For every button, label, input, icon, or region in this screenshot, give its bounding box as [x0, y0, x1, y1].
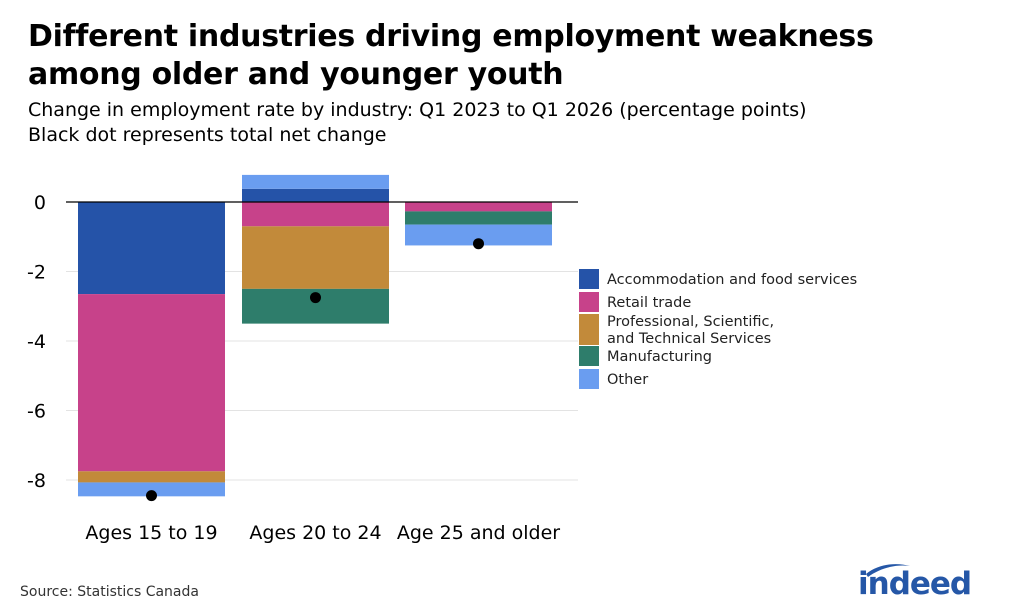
bar-segment	[78, 294, 225, 472]
legend-swatch	[579, 269, 599, 289]
net-change-dots	[146, 238, 484, 502]
legend-label: Other	[607, 372, 648, 388]
source-note: Source: Statistics Canada	[20, 584, 199, 600]
legend-swatch	[579, 346, 599, 366]
legend-label: Retail trade	[607, 295, 691, 311]
bar-segment	[78, 471, 225, 483]
y-axis-ticks: 0 -2 -4 -6 -8	[27, 192, 46, 492]
y-tick-label: -6	[27, 401, 46, 423]
indeed-logo: indeed	[858, 564, 972, 602]
net-change-dot	[146, 490, 157, 502]
x-category-label: Age 25 and older	[397, 522, 560, 544]
legend-label: Manufacturing	[607, 349, 712, 365]
bar-segment	[78, 482, 225, 497]
bar-segment	[242, 174, 389, 189]
legend-label: Professional, Scientific, and Technical S…	[607, 314, 774, 347]
y-tick-label: -8	[27, 470, 46, 492]
net-change-dot	[473, 238, 484, 250]
logo-swoosh	[866, 564, 910, 577]
bar-segment	[242, 202, 389, 227]
y-tick-label: 0	[34, 192, 46, 214]
bar-segment	[405, 211, 552, 225]
bar-segment	[242, 188, 389, 202]
legend: Accommodation and food services Retail tr…	[579, 269, 857, 389]
bar-segment	[242, 226, 389, 289]
legend-label: Accommodation and food services	[607, 272, 857, 288]
net-change-dot	[310, 292, 321, 304]
bar-segment	[405, 202, 552, 212]
legend-swatch	[579, 314, 599, 345]
bar-segment	[405, 224, 552, 246]
y-tick-label: -4	[27, 331, 46, 353]
x-axis-categories: Ages 15 to 19 Ages 20 to 24 Age 25 and old…	[85, 522, 560, 544]
y-tick-label: -2	[27, 262, 46, 284]
legend-swatch	[579, 292, 599, 312]
bars-layer	[78, 174, 552, 497]
x-category-label: Ages 20 to 24	[249, 522, 381, 544]
x-category-label: Ages 15 to 19	[85, 522, 217, 544]
chart-title: Different industries driving employment …	[28, 19, 874, 92]
chart-subtitle-note: Black dot represents total net change	[28, 124, 387, 146]
chart-subtitle: Change in employment rate by industry: Q…	[28, 99, 807, 121]
legend-swatch	[579, 369, 599, 389]
logo-text: indeed	[858, 566, 971, 602]
bar-segment	[78, 202, 225, 295]
